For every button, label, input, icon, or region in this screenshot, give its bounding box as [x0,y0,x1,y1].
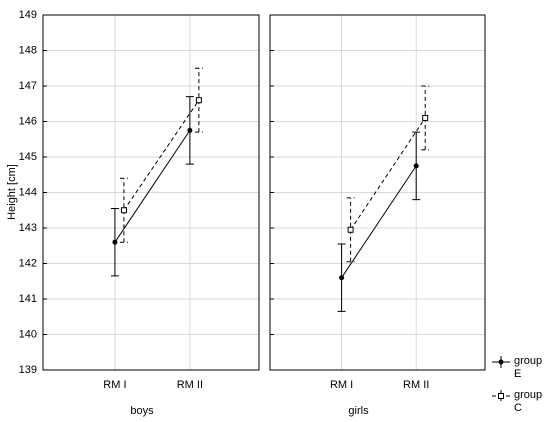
point [347,226,354,233]
point [422,114,429,121]
point [339,275,345,281]
point [112,239,118,245]
y-tick-label: 141 [19,293,37,305]
y-tick-label: 143 [19,222,37,234]
y-tick-label: 142 [19,257,37,269]
y-tick-label: 139 [19,364,37,376]
legend-label: group C [514,389,543,414]
legend-marker [498,359,504,365]
y-tick-label: 140 [19,328,37,340]
y-tick-label: 144 [19,186,37,198]
series-line [123,99,200,211]
series-line [341,165,417,278]
point [195,97,202,104]
panel-label: boys [130,405,154,417]
legend-marker [498,393,504,399]
y-tick-label: 149 [19,9,37,21]
point [120,207,127,214]
series-line [114,130,191,243]
x-tick-label: RM II [177,379,203,391]
point [187,127,193,133]
y-tick-label: 148 [19,44,37,56]
y-tick-label: 146 [19,115,37,127]
x-tick-label: RM II [403,379,429,391]
legend-label: group E [514,355,543,380]
x-tick-label: RM I [103,379,126,391]
y-tick-label: 147 [19,80,37,92]
panel-label: girls [348,405,369,417]
y-axis-label: Height [cm] [6,164,18,220]
y-tick-label: 145 [19,151,37,163]
series-line [350,117,426,231]
x-tick-label: RM I [330,379,353,391]
point [413,163,419,169]
